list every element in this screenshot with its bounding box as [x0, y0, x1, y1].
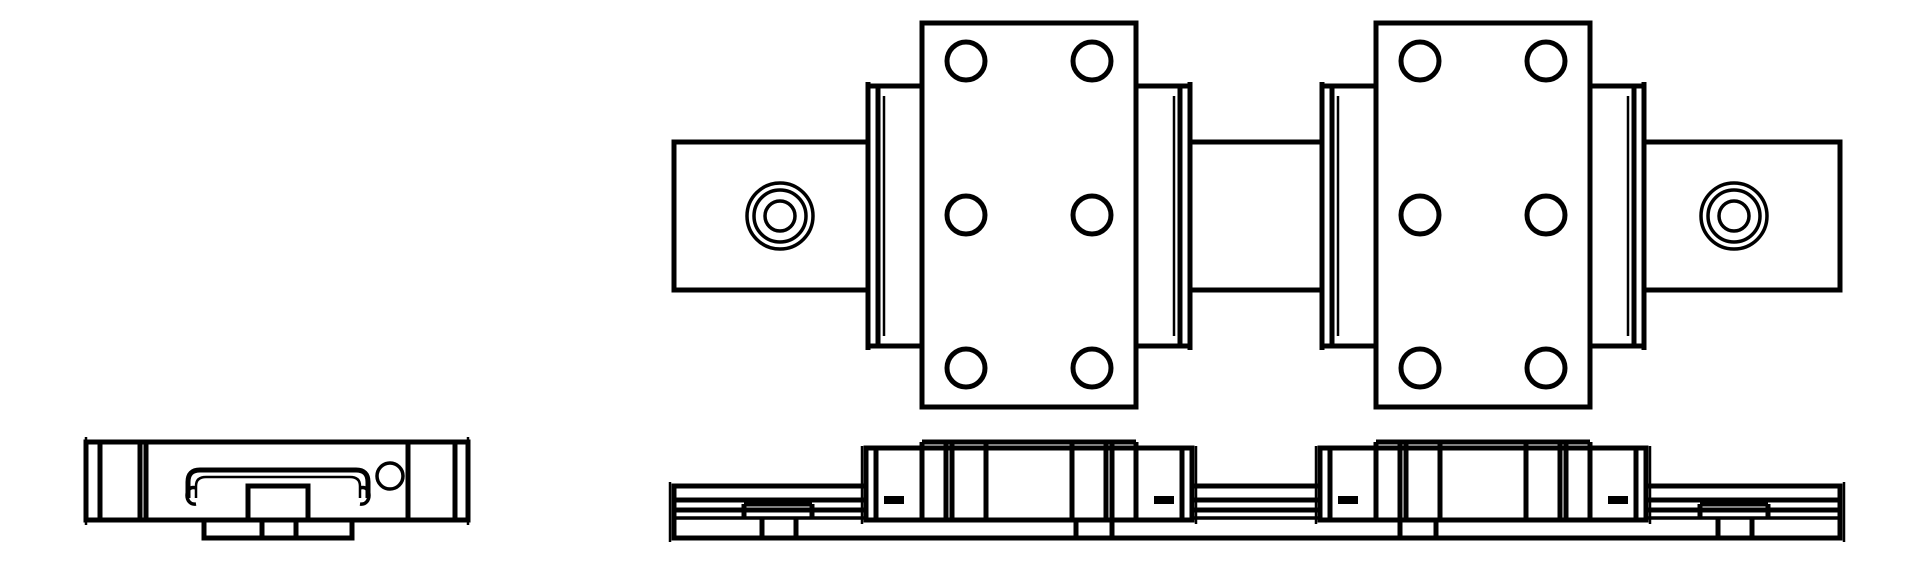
top-view-rail	[671, 139, 1843, 293]
end-view	[83, 437, 471, 541]
carriage-1-bolt-hole	[944, 39, 988, 83]
end-view-small-hole	[375, 461, 405, 491]
carriage-2-bolt-hole	[1524, 193, 1568, 237]
carriage-1-side	[860, 439, 1198, 538]
carriage-2-top	[1319, 20, 1647, 410]
end-view-flange	[83, 439, 471, 523]
carriage-2-side	[1314, 439, 1652, 538]
carriage-1-top	[865, 20, 1193, 410]
rail-end-hole-left	[745, 181, 815, 251]
carriage-1-bolt-hole	[944, 193, 988, 237]
side-view	[668, 439, 1846, 542]
carriage-2-bolt-hole	[1524, 39, 1568, 83]
side-view-rail-end-right	[1697, 501, 1771, 538]
side-view-rail-end-left	[741, 501, 815, 538]
carriage-2-bolt-hole	[1524, 346, 1568, 390]
end-view-rail-center	[245, 483, 311, 523]
end-view-rail-base	[201, 517, 355, 541]
carriage-2-bolt-hole	[1398, 39, 1442, 83]
top-view	[671, 20, 1843, 410]
carriage-1-bolt-hole	[1070, 39, 1114, 83]
carriage-2-bolt-hole	[1398, 346, 1442, 390]
rail-end-hole-right	[1699, 181, 1769, 251]
carriage-1-bolt-hole	[1070, 346, 1114, 390]
carriage-1-bolt-hole	[1070, 193, 1114, 237]
end-view-rail-outline	[185, 467, 371, 498]
carriage-1-bolt-hole	[944, 346, 988, 390]
carriage-2-bolt-hole	[1398, 193, 1442, 237]
